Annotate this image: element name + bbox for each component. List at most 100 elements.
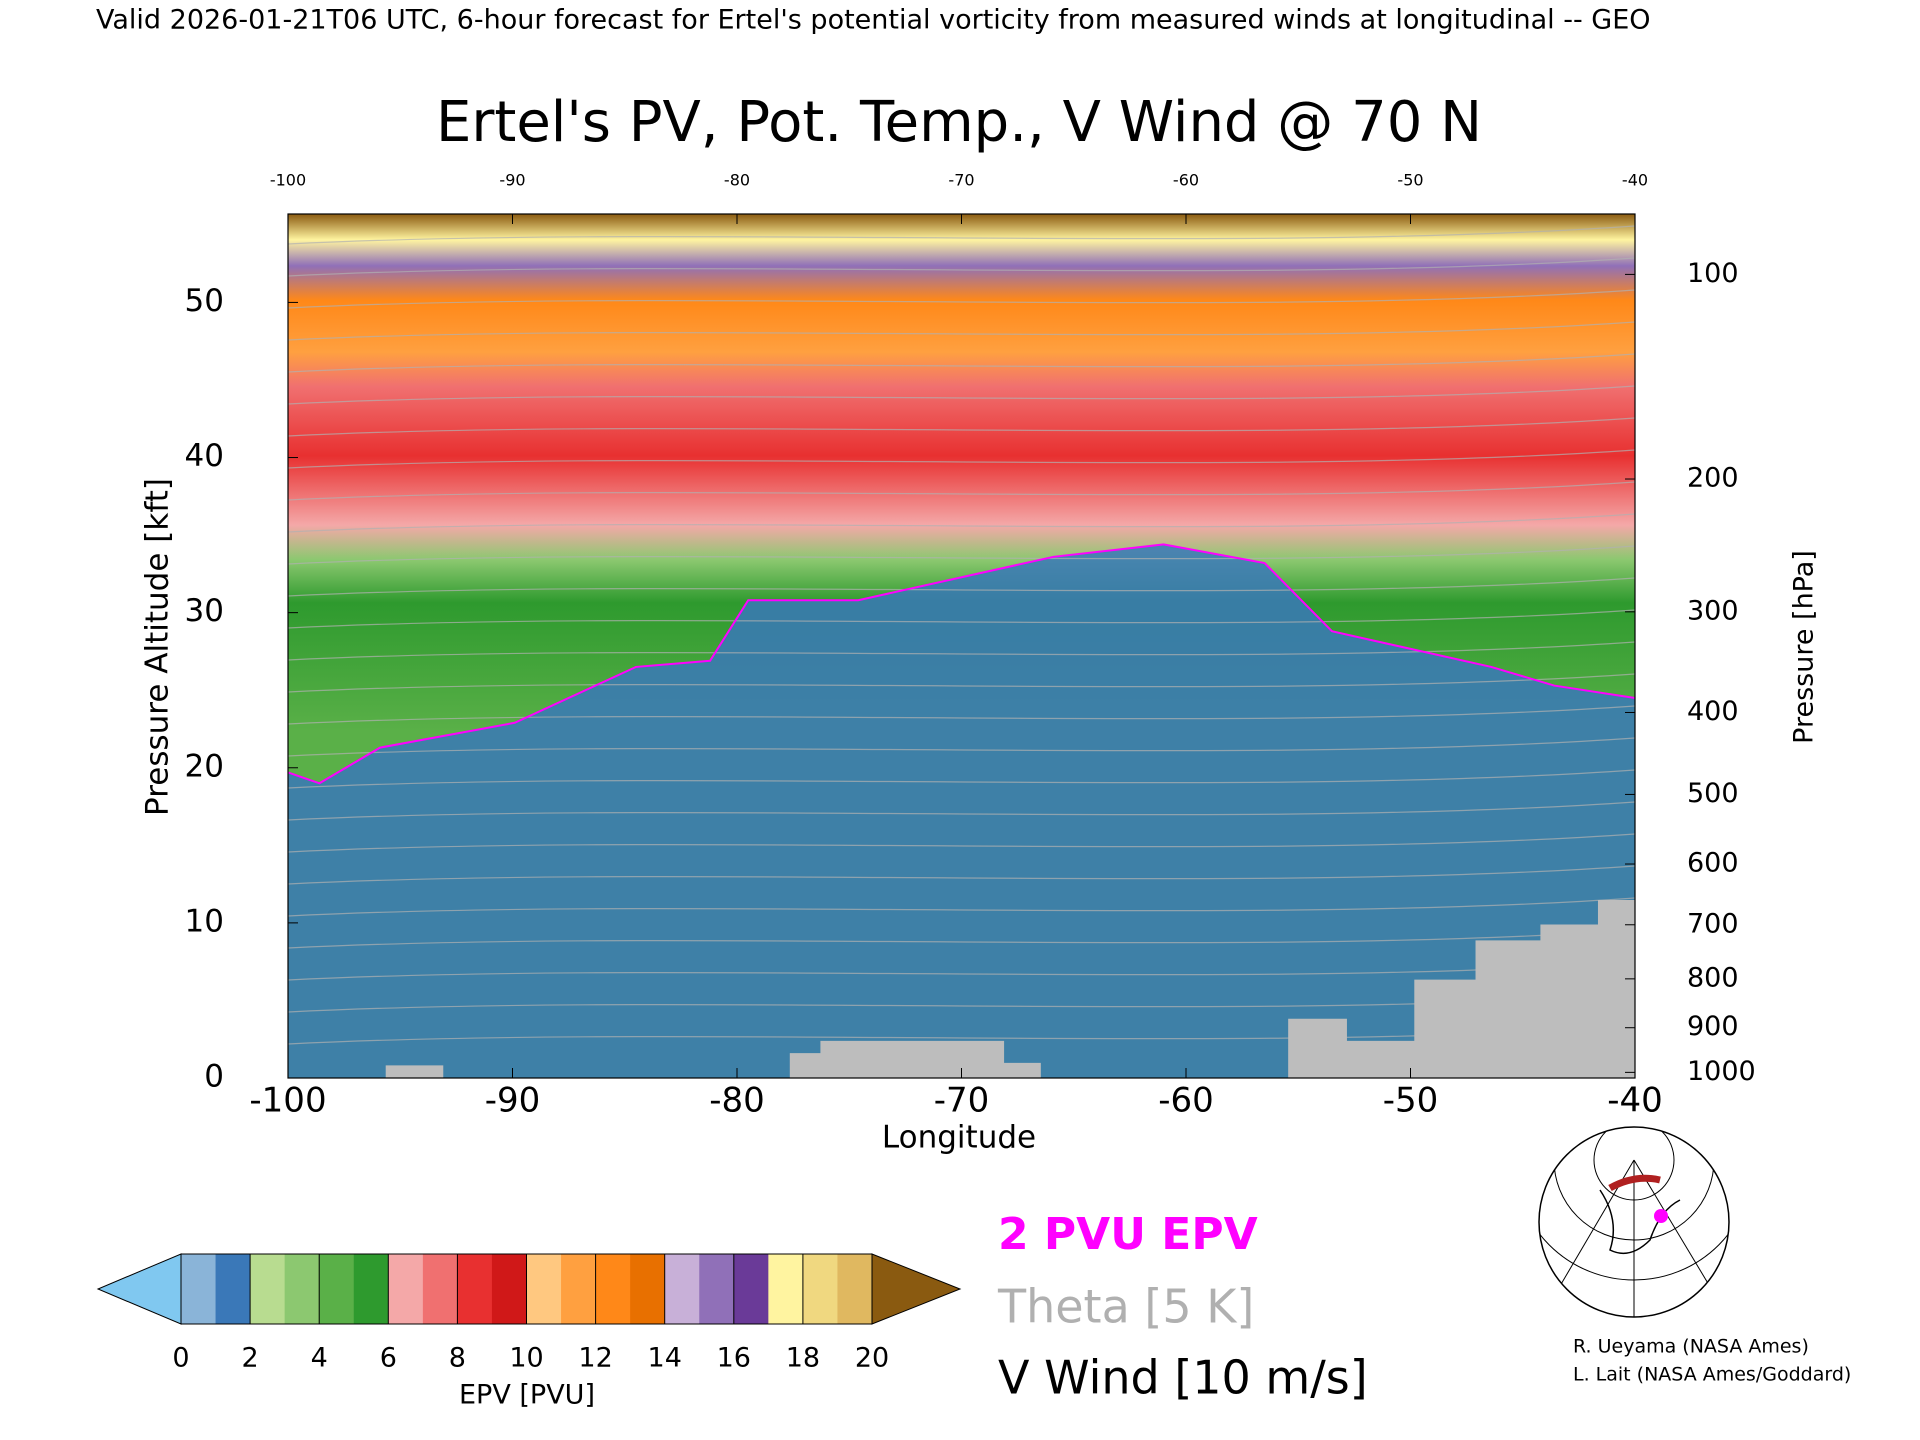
colorbar-segment xyxy=(561,1254,597,1324)
terrain xyxy=(385,1065,444,1078)
theta-isoline xyxy=(287,929,1636,949)
colorbar-tick-label: 2 xyxy=(242,1343,259,1374)
troposphere-field xyxy=(288,544,1635,1078)
theta-isoline xyxy=(287,353,1636,373)
theta-isoline xyxy=(287,321,1636,341)
colorbar-segment xyxy=(733,1254,769,1324)
theta-isoline xyxy=(287,705,1636,725)
top-x-tick-label: -100 xyxy=(270,171,306,190)
colorbar-tick-label: 20 xyxy=(855,1343,889,1374)
colorbar-tick-label: 6 xyxy=(380,1343,397,1374)
theta-isoline xyxy=(287,865,1636,885)
y-tick-label: 10 xyxy=(185,903,224,939)
colorbar-segment xyxy=(215,1254,251,1324)
map-section xyxy=(1608,1174,1661,1192)
y2-tick-label: 400 xyxy=(1687,696,1739,727)
theta-isoline xyxy=(287,449,1636,469)
x-tick-label: -100 xyxy=(249,1081,326,1121)
colorbar-segment xyxy=(630,1254,666,1324)
y2-tick-label: 500 xyxy=(1687,778,1739,809)
x-tick-label: -50 xyxy=(1383,1081,1439,1121)
credit: L. Lait (NASA Ames/Goddard) xyxy=(1573,1364,1851,1386)
colorbar-segment xyxy=(526,1254,562,1324)
theta-isoline xyxy=(287,737,1636,757)
tropopause-line xyxy=(287,543,1636,785)
chart-title: Ertel's PV, Pot. Temp., V Wind @ 70 N xyxy=(436,90,1482,155)
x-tick-label: -40 xyxy=(1607,1081,1663,1121)
y2-tick-label: 800 xyxy=(1687,962,1739,993)
top-x-tick-label: -70 xyxy=(948,171,974,190)
colorbar-segment xyxy=(319,1254,355,1324)
y-tick-label: 20 xyxy=(185,748,224,784)
theta-isoline xyxy=(287,545,1636,565)
credit: R. Ueyama (NASA Ames) xyxy=(1573,1336,1809,1358)
top-x-tick-label: -60 xyxy=(1173,171,1199,190)
colorbar-tick-label: 4 xyxy=(311,1343,328,1374)
legend-entry: 2 PVU EPV xyxy=(998,1209,1258,1260)
colorbar-segment xyxy=(802,1254,838,1324)
colorbar-under xyxy=(96,1253,182,1325)
terrain xyxy=(1288,900,1635,1078)
theta-isoline xyxy=(287,673,1636,693)
colorbar-segment xyxy=(595,1254,631,1324)
top-x-tick-label: -40 xyxy=(1622,171,1648,190)
colorbar-segment xyxy=(250,1254,286,1324)
colorbar-segment xyxy=(491,1254,527,1324)
y2-tick-label: 600 xyxy=(1687,848,1739,879)
theta-isoline xyxy=(287,641,1636,661)
theta-isoline xyxy=(287,257,1636,277)
colorbar-segment xyxy=(284,1254,320,1324)
colorbar-segment xyxy=(457,1254,493,1324)
colorbar-over xyxy=(871,1253,962,1325)
x-tick-label: -80 xyxy=(709,1081,765,1121)
theta-isoline xyxy=(287,961,1636,981)
y-tick-label: 50 xyxy=(185,283,224,319)
theta-isoline xyxy=(287,481,1636,501)
colorbar-segment xyxy=(837,1254,873,1324)
theta-isoline xyxy=(287,225,1636,245)
y2-tick-label: 700 xyxy=(1687,908,1739,939)
y2-tick-label: 200 xyxy=(1687,463,1739,494)
colorbar-tick-label: 0 xyxy=(172,1343,189,1374)
colorbar-tick-label: 16 xyxy=(717,1343,751,1374)
legend-entry: V Wind [10 m/s] xyxy=(998,1351,1368,1405)
y-tick-label: 30 xyxy=(185,593,224,629)
y2-tick-label: 1000 xyxy=(1687,1056,1756,1087)
theta-isoline xyxy=(287,609,1636,629)
theta-isoline xyxy=(287,897,1636,917)
top-x-tick-label: -90 xyxy=(499,171,525,190)
colorbar-segment xyxy=(388,1254,424,1324)
theta-isoline xyxy=(287,801,1636,821)
top-x-tick-label: -80 xyxy=(724,171,750,190)
colorbar-segment xyxy=(422,1254,458,1324)
theta-isoline xyxy=(287,833,1636,853)
plot xyxy=(287,213,1636,1079)
x-axis-label: Longitude xyxy=(882,1120,1036,1156)
colorbar-label: EPV [PVU] xyxy=(459,1380,595,1411)
colorbar-segment xyxy=(699,1254,735,1324)
x-tick-label: -90 xyxy=(485,1081,541,1121)
terrain xyxy=(789,1040,1041,1078)
colorbar-segment xyxy=(181,1254,217,1324)
y-tick-label: 40 xyxy=(185,438,224,474)
colorbar-segment xyxy=(664,1254,700,1324)
colorbar-segment xyxy=(768,1254,804,1324)
header: Valid 2026-01-21T06 UTC, 6-hour forecast… xyxy=(96,5,1651,36)
colorbar-tick-label: 18 xyxy=(786,1343,820,1374)
theta-isoline xyxy=(287,417,1636,437)
y-tick-label: 0 xyxy=(204,1059,224,1095)
map-marker xyxy=(1654,1209,1668,1223)
y2-tick-label: 900 xyxy=(1687,1011,1739,1042)
colorbar-tick-label: 12 xyxy=(578,1343,612,1374)
y2-tick-label: 100 xyxy=(1687,258,1739,289)
theta-isoline xyxy=(287,577,1636,597)
y2-axis-label: Pressure [hPa] xyxy=(1789,550,1820,744)
colorbar-tick-label: 10 xyxy=(509,1343,543,1374)
x-tick-label: -70 xyxy=(934,1081,990,1121)
top-x-tick-label: -50 xyxy=(1397,171,1423,190)
theta-isoline xyxy=(287,385,1636,405)
colorbar-tick-label: 14 xyxy=(648,1343,682,1374)
colorbar-tick-label: 8 xyxy=(449,1343,466,1374)
x-tick-label: -60 xyxy=(1158,1081,1214,1121)
